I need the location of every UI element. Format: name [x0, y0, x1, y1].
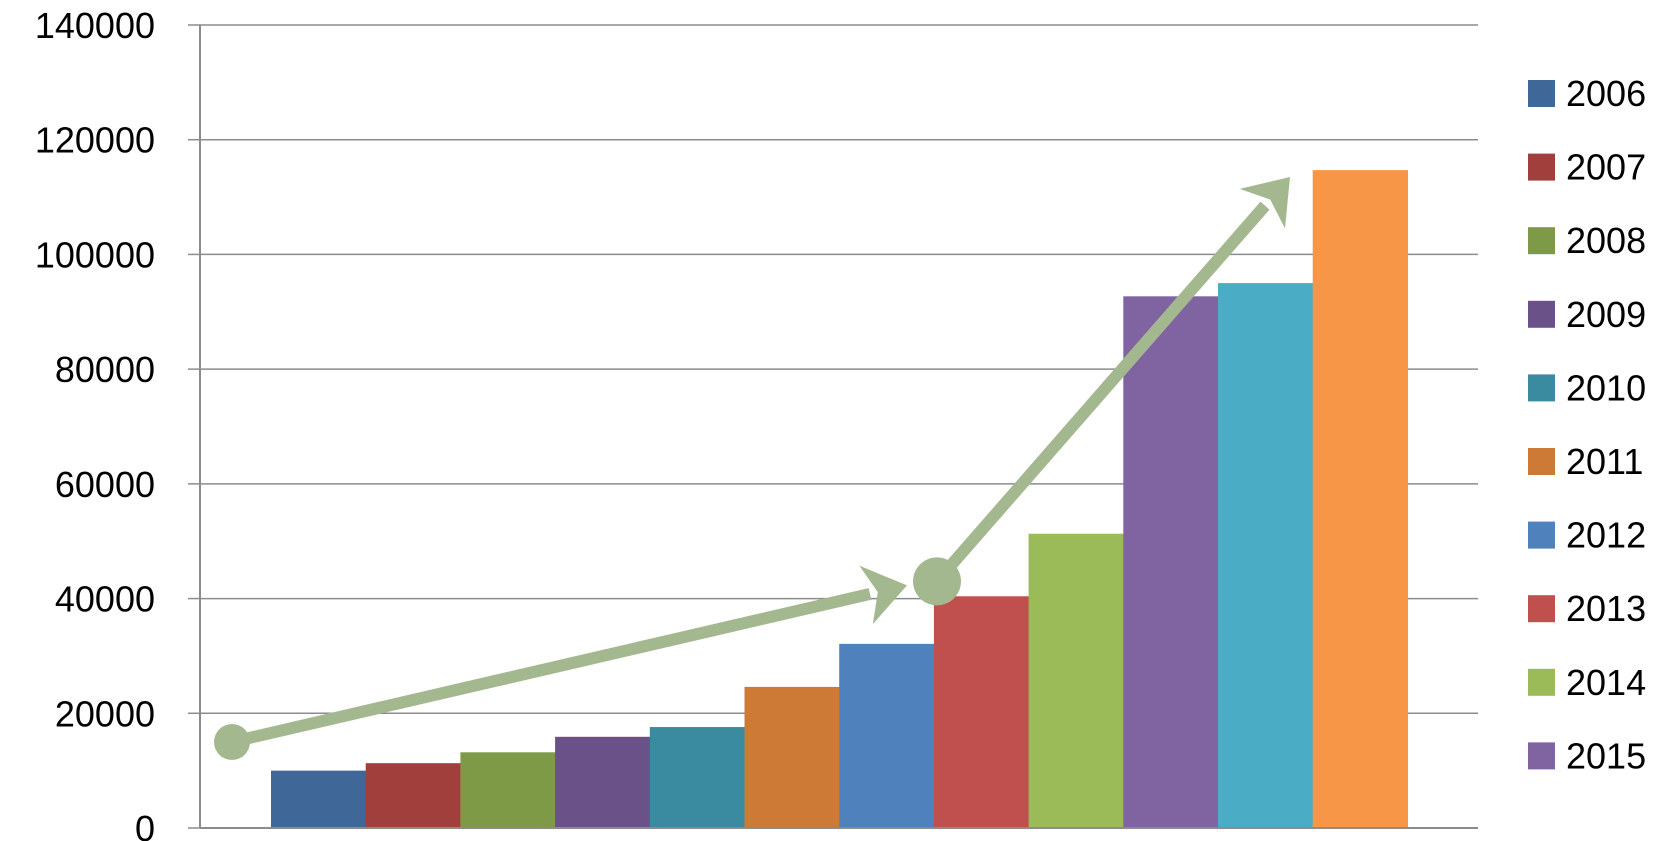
legend-swatch	[1528, 448, 1555, 475]
legend-swatch	[1528, 521, 1555, 549]
legend-item-2006: 2006	[1528, 73, 1646, 114]
y-tick-label: 140000	[35, 5, 155, 46]
y-tick-label: 40000	[55, 579, 155, 620]
legend-swatch	[1528, 668, 1555, 696]
legend-swatch	[1528, 742, 1555, 770]
trend-arrows	[214, 176, 1290, 760]
y-axis-tick-labels: 0 20000 40000 60000 80000 100000 120000 140000	[35, 5, 155, 841]
legend-label: 2013	[1566, 588, 1646, 629]
bar-2016	[1218, 283, 1314, 828]
legend-swatch	[1528, 300, 1555, 328]
trend-start-dot	[214, 723, 250, 760]
legend-label: 2012	[1566, 515, 1646, 556]
bar-2009	[555, 736, 651, 828]
legend-label: 2015	[1566, 735, 1646, 776]
legend-label: 2014	[1566, 662, 1646, 703]
legend-item-2014: 2014	[1528, 662, 1646, 703]
bar-2017	[1312, 170, 1408, 828]
legend-label: 2007	[1566, 147, 1646, 188]
bar-2008	[460, 752, 556, 828]
bar-2010	[649, 727, 746, 828]
gridlines	[188, 24, 1478, 829]
legend: 2006 2007 2008 2009 2010 2011 2012 2013 2014 2015	[1528, 73, 1646, 776]
bar-2012	[839, 643, 935, 828]
y-tick-label: 60000	[55, 464, 155, 505]
y-tick-label: 0	[135, 808, 155, 841]
trend-arrow-2-shaft	[932, 201, 1270, 586]
legend-label: 2010	[1566, 367, 1646, 408]
bars	[271, 170, 1408, 828]
bar-2013	[933, 596, 1030, 828]
legend-item-2008: 2008	[1528, 220, 1646, 261]
y-tick-label: 120000	[35, 120, 155, 161]
bar-2006	[271, 770, 367, 828]
trend-arrow-1-shaft	[230, 588, 872, 748]
bar-2007	[365, 763, 461, 828]
trend-arrow-2-head	[1239, 176, 1290, 229]
legend-swatch	[1528, 227, 1555, 255]
legend-item-2009: 2009	[1528, 294, 1646, 335]
y-tick-label: 20000	[55, 693, 155, 734]
bar-2014	[1028, 533, 1124, 828]
legend-swatch	[1528, 80, 1555, 107]
legend-item-2007: 2007	[1528, 147, 1646, 188]
legend-item-2010: 2010	[1528, 367, 1646, 408]
y-tick-label: 80000	[55, 349, 155, 390]
legend-swatch	[1528, 595, 1555, 623]
legend-swatch	[1528, 153, 1555, 181]
legend-item-2015: 2015	[1528, 735, 1646, 776]
legend-item-2012: 2012	[1528, 515, 1646, 556]
legend-label: 2011	[1566, 441, 1643, 482]
bar-2015	[1123, 296, 1219, 828]
legend-item-2013: 2013	[1528, 588, 1646, 629]
legend-label: 2009	[1566, 294, 1646, 335]
bar-2011	[744, 686, 840, 828]
legend-label: 2008	[1566, 220, 1646, 261]
legend-item-2011: 2011	[1528, 441, 1643, 482]
legend-label: 2006	[1566, 73, 1646, 114]
trend-mid-dot	[913, 557, 961, 606]
y-tick-label: 100000	[35, 234, 155, 275]
trend-arrow-1-head	[859, 565, 907, 625]
legend-swatch	[1528, 374, 1555, 402]
